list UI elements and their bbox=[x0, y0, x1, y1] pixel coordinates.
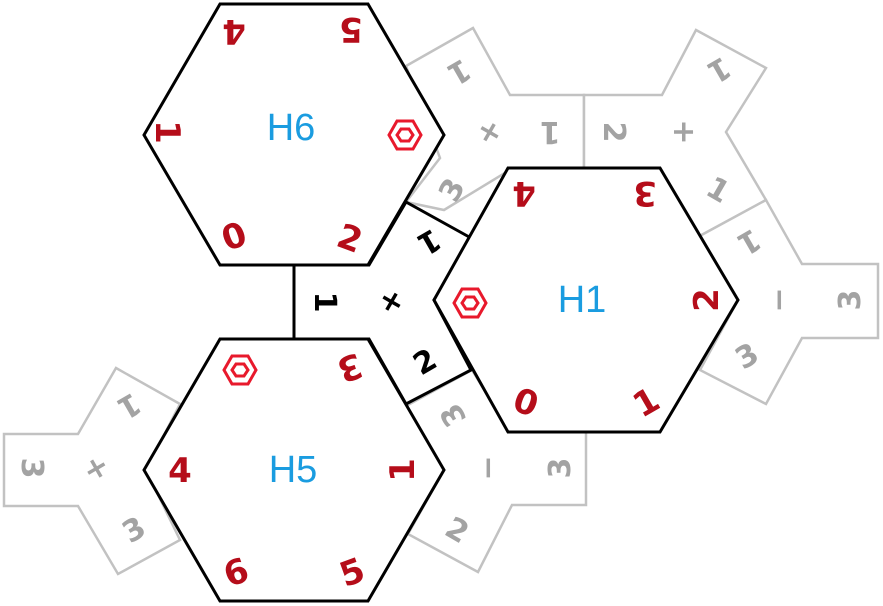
hexagon-ring-marker-icon bbox=[222, 354, 258, 386]
connector-bottom-num-b: 3 bbox=[543, 458, 578, 479]
connector-center-num-a: 1 bbox=[307, 292, 342, 313]
hex-h1-label: H1 bbox=[558, 279, 607, 321]
connector-right: 1 − 3 3 bbox=[694, 198, 880, 406]
hex-h1: H1 4 3 2 1 0 bbox=[432, 166, 740, 434]
hex-h5-num-right: 1 bbox=[383, 458, 423, 482]
connector-right-num-b: 3 bbox=[833, 290, 868, 311]
hex-h6-shape bbox=[142, 2, 446, 267]
hex-h6-num-left: 1 bbox=[147, 120, 187, 144]
connector-bottom: 3 − 3 2 bbox=[404, 368, 588, 574]
hex-h5: H5 3 4 1 6 5 bbox=[142, 337, 446, 603]
hex-h6-num-top-left: 4 bbox=[222, 11, 246, 51]
connector-top-right-op: + bbox=[666, 119, 701, 144]
hex-h5-num-left: 4 bbox=[168, 451, 192, 491]
hex-h5-shape bbox=[142, 337, 446, 603]
hexagon-ring-marker-icon bbox=[452, 287, 488, 319]
hex-h6-num-top-right: 5 bbox=[339, 9, 363, 49]
connector-top-right-num-a: 2 bbox=[596, 122, 631, 143]
connector-left-num-b: 3 bbox=[14, 458, 49, 479]
hex-h1-num-top-right: 3 bbox=[633, 173, 657, 213]
hex-h6: H6 4 5 1 0 2 bbox=[142, 2, 446, 267]
hex-h6-label: H6 bbox=[267, 107, 316, 149]
connector-right-op: − bbox=[762, 287, 797, 312]
hex-h1-shape bbox=[432, 166, 740, 434]
connector-top: 1 + 1 3 bbox=[403, 26, 586, 212]
hexagon-ring-marker-icon bbox=[387, 119, 423, 151]
hex-h1-num-right: 2 bbox=[687, 288, 727, 312]
hex-h1-num-top-left: 4 bbox=[512, 173, 536, 213]
connector-top-num-b: 1 bbox=[540, 114, 561, 149]
connector-bottom-op: − bbox=[471, 455, 506, 480]
hex-h5-label: H5 bbox=[269, 449, 318, 491]
